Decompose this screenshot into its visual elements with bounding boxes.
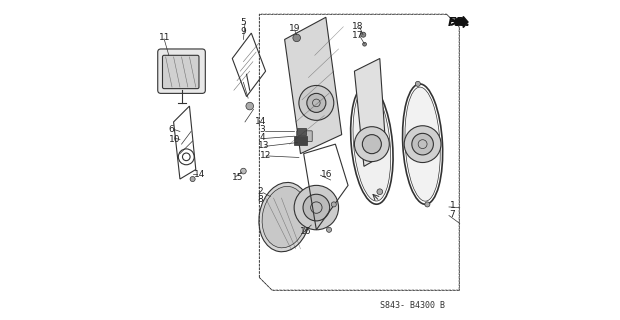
Text: 14: 14: [254, 117, 266, 126]
Ellipse shape: [353, 87, 391, 201]
Circle shape: [355, 127, 389, 162]
Text: S843- B4300 B: S843- B4300 B: [380, 301, 445, 310]
Circle shape: [331, 202, 336, 207]
FancyBboxPatch shape: [157, 49, 205, 93]
Text: 10: 10: [169, 135, 180, 144]
Circle shape: [241, 168, 246, 174]
Text: 6: 6: [169, 125, 175, 134]
Text: 3: 3: [259, 125, 265, 134]
Text: 16: 16: [321, 170, 332, 179]
FancyBboxPatch shape: [293, 136, 308, 145]
Circle shape: [299, 85, 334, 120]
Ellipse shape: [262, 186, 307, 248]
Text: 9: 9: [240, 27, 246, 36]
Text: 18: 18: [352, 22, 363, 31]
Circle shape: [294, 185, 339, 230]
Circle shape: [415, 81, 420, 86]
Text: FR.: FR.: [448, 15, 471, 28]
Text: 5: 5: [240, 18, 246, 27]
Circle shape: [293, 34, 301, 42]
Circle shape: [303, 194, 330, 221]
Text: 11: 11: [159, 33, 171, 42]
Circle shape: [190, 177, 195, 181]
Circle shape: [425, 202, 430, 207]
Circle shape: [377, 189, 383, 195]
Polygon shape: [285, 17, 342, 154]
Text: 16: 16: [300, 227, 311, 236]
Circle shape: [363, 42, 366, 46]
Circle shape: [412, 133, 433, 155]
FancyArrow shape: [455, 16, 468, 28]
Polygon shape: [355, 59, 386, 166]
Text: 19: 19: [289, 24, 300, 33]
Circle shape: [307, 93, 326, 112]
FancyBboxPatch shape: [297, 131, 312, 142]
Text: 17: 17: [352, 31, 363, 40]
Text: 15: 15: [232, 173, 244, 182]
Circle shape: [404, 126, 441, 163]
Text: 2: 2: [258, 187, 264, 196]
Text: 1: 1: [450, 202, 455, 211]
Circle shape: [327, 227, 332, 232]
Text: 14: 14: [194, 170, 206, 179]
FancyBboxPatch shape: [297, 128, 306, 135]
Text: 4: 4: [259, 133, 265, 142]
Circle shape: [246, 102, 254, 110]
Text: 8: 8: [258, 195, 264, 204]
Text: 12: 12: [260, 151, 272, 160]
Text: 13: 13: [259, 141, 270, 150]
Ellipse shape: [259, 182, 311, 252]
Ellipse shape: [405, 87, 440, 201]
Circle shape: [362, 135, 381, 154]
Text: 7: 7: [450, 210, 455, 219]
FancyBboxPatch shape: [162, 55, 199, 89]
Circle shape: [361, 32, 366, 37]
